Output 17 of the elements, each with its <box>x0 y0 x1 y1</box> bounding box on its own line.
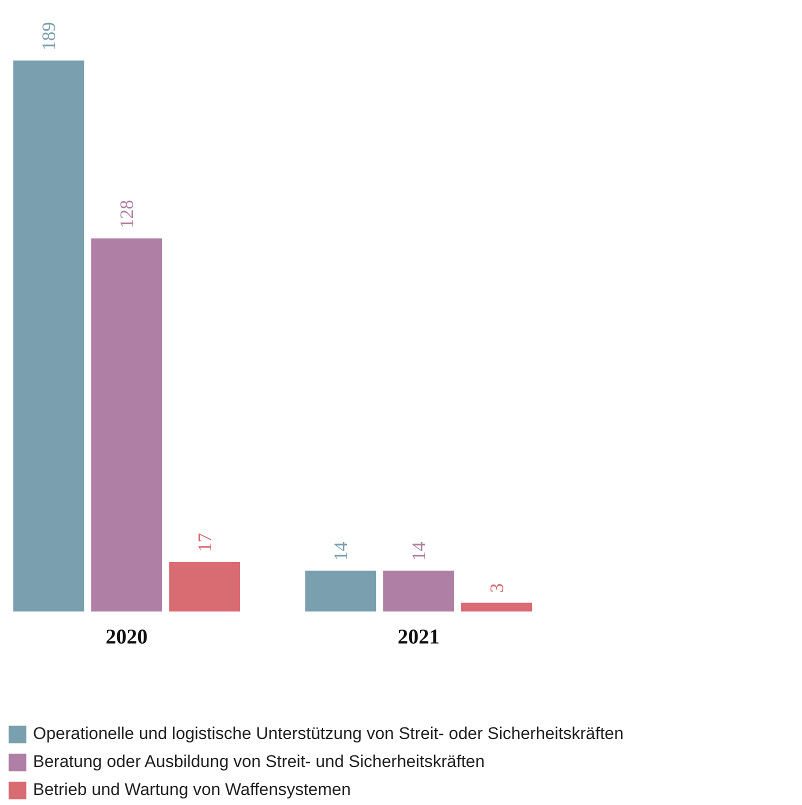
bar <box>91 238 162 612</box>
data-label: 189 <box>39 22 60 51</box>
bar <box>13 60 84 612</box>
data-label: 128 <box>117 200 138 228</box>
x-tick-label: 2021 <box>398 624 440 649</box>
data-label: 14 <box>331 541 352 561</box>
bar <box>383 570 454 612</box>
legend-label: Beratung oder Ausbildung von Streit- und Sicherheitskräften <box>33 752 485 772</box>
data-label: 17 <box>195 532 216 552</box>
bar <box>461 602 532 612</box>
bar <box>169 562 240 612</box>
legend-label: Operationelle und logistische Unterstützung von Streit- oder Sicherheitskräften <box>33 724 624 744</box>
x-tick-label: 2020 <box>106 624 148 649</box>
data-label: 3 <box>487 583 508 593</box>
legend-label: Betrieb und Wartung von Waffensystemen <box>33 780 351 800</box>
data-label: 14 <box>409 541 430 561</box>
bar <box>305 570 376 612</box>
